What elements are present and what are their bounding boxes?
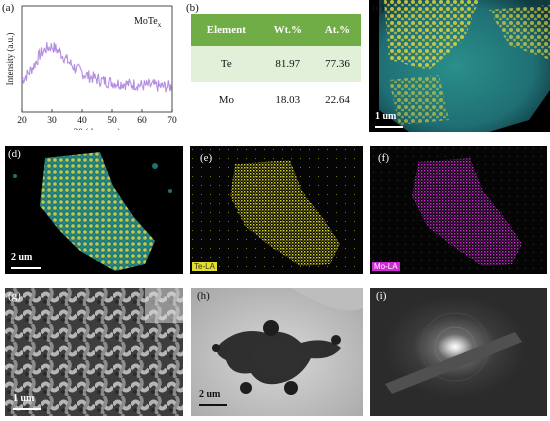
sem-image: (g) 1 um xyxy=(5,288,183,416)
panel-label-a: (a) xyxy=(2,2,15,14)
eds-tag-te: Te-LA xyxy=(192,262,217,271)
eds-tag-mo: Mo-LA xyxy=(372,262,400,271)
scale-bar-label-d: 2 um xyxy=(11,252,33,263)
scale-bar-d xyxy=(11,267,41,269)
x-axis-label: 2θ (degrees) xyxy=(73,127,120,130)
x-tick-label: 70 xyxy=(167,116,177,126)
scale-bar-label-h: 2 um xyxy=(199,389,221,400)
panel-label-i: (i) xyxy=(376,290,387,302)
composition-table: Element Wt.% At.% Te 81.97 77.36 Mo 18.0… xyxy=(191,14,361,118)
table-header-element: Element xyxy=(191,14,262,46)
eds-overlay-image-c: (c) 1 um xyxy=(369,0,550,132)
table-cell: 18.03 xyxy=(261,82,314,118)
panel-label-g: (g) xyxy=(8,290,21,302)
series-label: MoTex xyxy=(134,16,162,29)
table-row: Te 81.97 77.36 xyxy=(191,46,361,82)
table-cell: Mo xyxy=(191,82,262,118)
eds-map-te: (e) Te-LA xyxy=(190,146,363,274)
scale-bar-label-c: 1 um xyxy=(375,111,397,122)
panel-label-b: (b) xyxy=(186,2,199,14)
scale-bar-label-g: 1 um xyxy=(13,393,35,404)
panel-label-e: (e) xyxy=(200,152,213,164)
table-cell: 22.64 xyxy=(313,82,361,118)
table-cell: Te xyxy=(191,46,262,82)
tem-image: (h) 2 um xyxy=(191,288,363,416)
table-header-at: At.% xyxy=(313,14,361,46)
table-cell: 77.36 xyxy=(313,46,361,82)
table-cell: 81.97 xyxy=(261,46,314,82)
panel-label-f: (f) xyxy=(378,152,389,164)
x-tick-label: 30 xyxy=(47,116,57,126)
x-tick-label: 40 xyxy=(77,116,87,126)
plot-frame xyxy=(21,5,173,113)
scale-bar-c xyxy=(375,126,403,128)
scale-bar-h xyxy=(199,404,227,406)
eds-overlay-image-d: (d) 2 um xyxy=(5,146,183,274)
x-tick-label: 60 xyxy=(137,116,147,126)
x-tick-label: 20 xyxy=(17,116,27,126)
series-label-subscript: x xyxy=(158,21,162,29)
table-row: Mo 18.03 22.64 xyxy=(191,82,361,118)
table-header-wt: Wt.% xyxy=(261,14,314,46)
panel-label-d: (d) xyxy=(8,148,21,160)
y-axis-label: Intensity (a.u.) xyxy=(5,33,15,86)
saed-pattern: (i) xyxy=(370,288,547,416)
scale-bar-g xyxy=(13,408,41,410)
xrd-chart: 20 30 40 50 60 70 2θ (degrees) Intensity (a.u.)… xyxy=(5,5,177,130)
x-tick-label: 50 xyxy=(107,116,117,126)
xrd-series-line xyxy=(21,41,172,93)
panel-label-h: (h) xyxy=(197,290,210,302)
panel-label-c: (c) xyxy=(372,2,385,14)
eds-map-mo: (f) Mo-LA xyxy=(370,146,547,274)
